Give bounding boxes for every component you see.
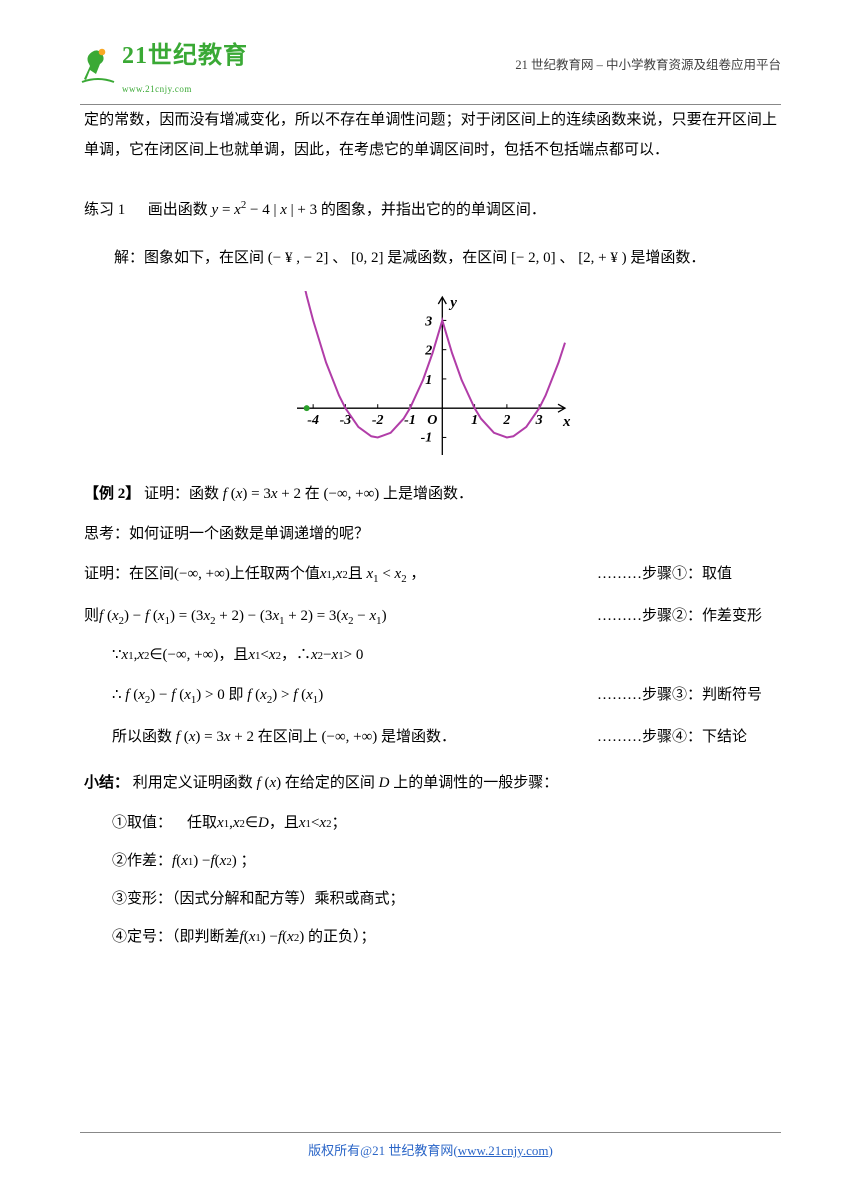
copyright-prefix: 版权所有@21 世纪教育网( bbox=[308, 1143, 458, 1158]
interval-3: [− 2, 0] bbox=[511, 250, 556, 266]
logo-title: 21世纪教育 bbox=[122, 32, 248, 80]
svg-text:-2: -2 bbox=[371, 413, 383, 428]
svg-text:y: y bbox=[448, 295, 457, 311]
summary-line: 小结： 利用定义证明函数 f (x) 在给定的区间 D 上的单调性的一般步骤： bbox=[84, 768, 777, 798]
page-footer: 版权所有@21 世纪教育网(www.21cnjy.com) bbox=[80, 1132, 781, 1164]
svg-text:O: O bbox=[427, 413, 437, 428]
exercise-text: 画出函数 y = x2 − 4 | x | + 3 的图象，并指出它的的单调区间… bbox=[148, 202, 546, 218]
example-label: 【例 2】 bbox=[84, 486, 140, 502]
page-header: 21世纪教育 www.21cnjy.com 21 世纪教育网 – 中小学教育资源… bbox=[80, 32, 781, 105]
exercise-label: 练习 1 bbox=[84, 202, 125, 218]
step-annot-2: ………步骤②：作差变形 bbox=[597, 601, 777, 631]
solution-text: 解：图象如下，在区间 (− ¥ , − 2] 、 [0, 2] 是减函数，在区间… bbox=[84, 243, 777, 273]
sol-prefix: 解：图象如下，在区间 bbox=[114, 250, 264, 266]
document-body: 定的常数，因而没有增减变化，所以不存在单调性问题；对于闭区间上的连续函数来说，只… bbox=[80, 105, 781, 952]
example-2: 【例 2】 证明：函数 f (x) = 3x + 2 在 (−∞, +∞) 上是… bbox=[84, 479, 777, 509]
svg-text:3: 3 bbox=[534, 413, 542, 428]
svg-text:x: x bbox=[562, 414, 571, 430]
interval-2: [0, 2] bbox=[351, 250, 384, 266]
paragraph-intro: 定的常数，因而没有增减变化，所以不存在单调性问题；对于闭区间上的连续函数来说，只… bbox=[84, 105, 777, 165]
logo: 21世纪教育 www.21cnjy.com bbox=[80, 32, 248, 98]
svg-text:1: 1 bbox=[425, 373, 432, 388]
step-list-1: ①取值： 任取 x1, x2 ∈ D ，且 x1 < x2 ； bbox=[112, 808, 777, 838]
footer-url[interactable]: www.21cnjy.com bbox=[458, 1143, 549, 1158]
svg-text:1: 1 bbox=[471, 413, 478, 428]
step-annot-3: ………步骤③：判断符号 bbox=[597, 680, 777, 710]
proof-line-1: 证明：在区间 (−∞, +∞) 上任取两个值 x1, x2 且 x1 < x2 … bbox=[84, 559, 777, 591]
think-prompt: 思考：如何证明一个函数是单调递增的呢？ bbox=[84, 519, 777, 549]
function-graph: -4-3-2-1123-1123Oxy bbox=[84, 291, 777, 461]
sol-mid: 是减函数，在区间 bbox=[387, 250, 507, 266]
proof-line-3: ∵ x1, x2 ∈ (−∞, +∞) ，且 x1 < x2 ，∴ x2 − x… bbox=[112, 640, 777, 670]
step-annot-4: ………步骤④：下结论 bbox=[597, 722, 777, 752]
exercise-1: 练习 1 画出函数 y = x2 − 4 | x | + 3 的图象，并指出它的… bbox=[84, 195, 777, 225]
sol-suffix: 是增函数． bbox=[630, 250, 705, 266]
step-list-3: ③变形：（因式分解和配方等）乘积或商式； bbox=[112, 884, 777, 914]
graph-svg: -4-3-2-1123-1123Oxy bbox=[291, 291, 571, 461]
logo-url: www.21cnjy.com bbox=[122, 80, 248, 98]
interval-4: [2, + ¥ ) bbox=[578, 250, 626, 266]
step-list-2: ②作差： f (x1) − f (x2) ； bbox=[112, 846, 777, 876]
svg-text:-4: -4 bbox=[307, 413, 319, 428]
proof-line-5: 所以函数 f (x) = 3x + 2 在区间上 (−∞, +∞) 是增函数． … bbox=[84, 722, 777, 752]
header-right-text: 21 世纪教育网 – 中小学教育资源及组卷应用平台 bbox=[515, 53, 781, 78]
proof-line-2: 则f (x2) − f (x1) = (3x2 + 2) − (3x1 + 2)… bbox=[84, 601, 777, 633]
proof-line-4: ∴ f (x2) − f (x1) > 0 即 f (x2) > f (x1) … bbox=[84, 680, 777, 712]
step-annot-1: ………步骤①：取值 bbox=[597, 559, 777, 589]
interval-1: (− ¥ , − 2] bbox=[268, 250, 329, 266]
svg-text:-1: -1 bbox=[420, 430, 432, 445]
svg-text:3: 3 bbox=[424, 314, 432, 329]
copyright-suffix: ) bbox=[548, 1143, 552, 1158]
step-list-4: ④定号：（即判断差 f (x1) − f (x2) 的正负）； bbox=[112, 922, 777, 952]
svg-text:2: 2 bbox=[502, 413, 510, 428]
runner-icon bbox=[80, 46, 116, 84]
